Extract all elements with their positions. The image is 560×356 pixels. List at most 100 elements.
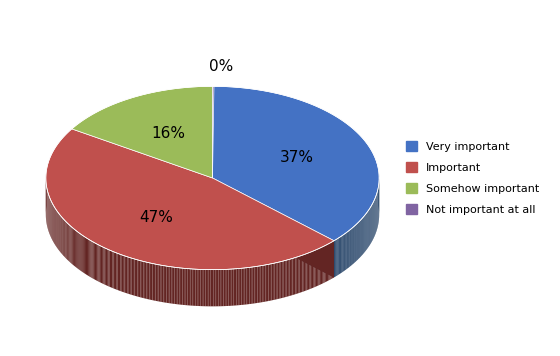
Polygon shape: [345, 233, 346, 270]
Polygon shape: [284, 261, 285, 298]
Polygon shape: [96, 244, 97, 281]
Polygon shape: [344, 234, 345, 271]
Polygon shape: [259, 266, 261, 303]
Polygon shape: [212, 87, 214, 178]
Polygon shape: [273, 263, 274, 300]
Polygon shape: [212, 178, 334, 277]
Polygon shape: [162, 265, 164, 302]
Polygon shape: [217, 269, 218, 306]
Polygon shape: [145, 262, 146, 299]
Polygon shape: [122, 255, 123, 292]
Polygon shape: [89, 240, 90, 277]
Polygon shape: [245, 268, 246, 305]
Polygon shape: [184, 268, 186, 305]
Polygon shape: [338, 237, 339, 275]
Polygon shape: [250, 267, 251, 304]
Polygon shape: [232, 269, 234, 306]
Polygon shape: [197, 269, 199, 306]
Polygon shape: [85, 237, 86, 274]
Polygon shape: [60, 216, 61, 253]
Polygon shape: [214, 269, 215, 306]
Polygon shape: [358, 222, 359, 259]
Polygon shape: [301, 255, 302, 292]
Polygon shape: [130, 258, 132, 295]
Polygon shape: [337, 239, 338, 276]
Polygon shape: [110, 250, 111, 287]
Polygon shape: [57, 211, 58, 249]
Polygon shape: [102, 247, 104, 284]
Polygon shape: [305, 254, 306, 291]
Polygon shape: [148, 262, 150, 299]
Polygon shape: [222, 269, 223, 306]
Polygon shape: [295, 257, 297, 294]
Polygon shape: [79, 233, 80, 270]
Polygon shape: [67, 223, 68, 260]
Polygon shape: [170, 267, 171, 303]
Polygon shape: [119, 254, 120, 291]
Polygon shape: [160, 265, 162, 302]
Polygon shape: [71, 227, 72, 264]
Polygon shape: [132, 258, 133, 295]
Text: 16%: 16%: [151, 126, 185, 141]
Polygon shape: [106, 248, 107, 286]
Polygon shape: [319, 248, 320, 286]
Polygon shape: [246, 268, 248, 304]
Polygon shape: [335, 240, 336, 277]
Polygon shape: [311, 252, 312, 289]
Polygon shape: [168, 266, 170, 303]
Polygon shape: [290, 259, 291, 296]
Text: 0%: 0%: [209, 59, 233, 74]
Polygon shape: [91, 241, 92, 278]
Polygon shape: [348, 231, 349, 268]
Polygon shape: [342, 235, 343, 273]
Polygon shape: [181, 268, 183, 305]
Polygon shape: [127, 257, 129, 294]
Polygon shape: [68, 224, 69, 261]
Polygon shape: [300, 256, 301, 293]
Polygon shape: [143, 261, 145, 298]
Polygon shape: [141, 261, 142, 298]
Polygon shape: [136, 260, 137, 297]
Polygon shape: [146, 262, 148, 299]
Polygon shape: [262, 265, 264, 302]
Polygon shape: [279, 262, 281, 299]
Polygon shape: [207, 269, 209, 306]
Polygon shape: [154, 264, 156, 301]
Polygon shape: [183, 268, 184, 305]
Polygon shape: [328, 244, 329, 281]
Polygon shape: [63, 219, 64, 256]
Polygon shape: [78, 232, 79, 269]
Polygon shape: [171, 267, 173, 304]
Polygon shape: [321, 247, 322, 284]
Polygon shape: [120, 255, 122, 292]
Polygon shape: [88, 239, 89, 276]
Polygon shape: [354, 225, 355, 263]
Polygon shape: [202, 269, 204, 306]
Polygon shape: [297, 257, 298, 294]
Polygon shape: [291, 258, 292, 295]
Polygon shape: [56, 210, 57, 247]
Polygon shape: [215, 269, 217, 306]
Polygon shape: [139, 260, 141, 297]
Polygon shape: [204, 269, 206, 306]
Polygon shape: [66, 222, 67, 260]
Polygon shape: [340, 236, 341, 274]
Polygon shape: [58, 213, 59, 251]
Polygon shape: [350, 229, 351, 266]
Polygon shape: [95, 243, 96, 280]
Polygon shape: [166, 266, 168, 303]
Polygon shape: [211, 269, 212, 306]
Polygon shape: [306, 253, 308, 290]
Polygon shape: [69, 225, 71, 263]
Polygon shape: [81, 234, 82, 272]
Polygon shape: [258, 266, 259, 303]
Polygon shape: [326, 245, 327, 282]
Polygon shape: [84, 236, 85, 274]
Polygon shape: [101, 246, 102, 283]
Polygon shape: [64, 220, 65, 257]
Polygon shape: [72, 227, 73, 265]
Polygon shape: [178, 268, 179, 304]
Polygon shape: [253, 267, 254, 304]
Polygon shape: [115, 252, 116, 289]
Polygon shape: [313, 251, 315, 288]
